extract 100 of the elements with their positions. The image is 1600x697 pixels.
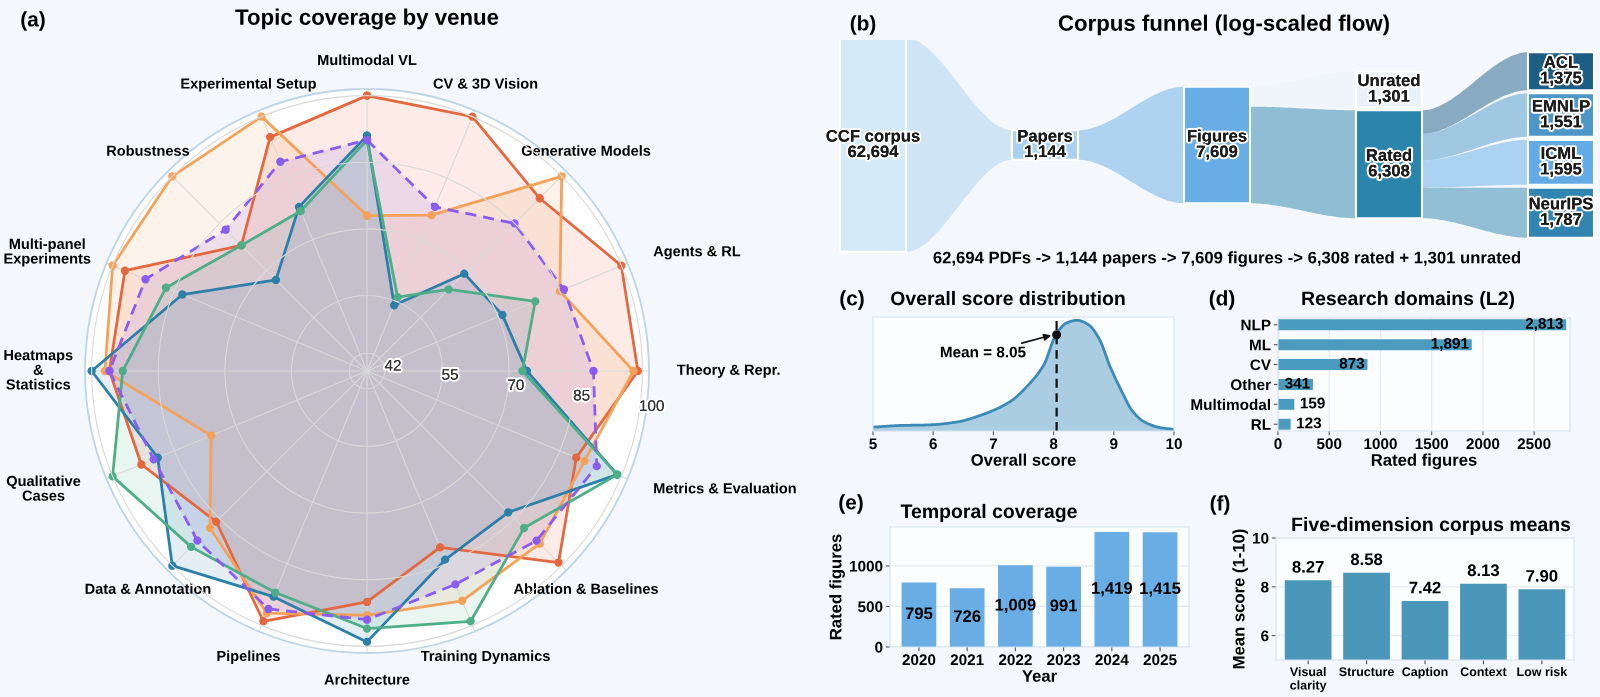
spoke-label: Ablation & Baselines — [513, 583, 658, 594]
spoke-label: Generative Models — [521, 145, 651, 156]
y-tick-label: ML — [1250, 339, 1271, 351]
x-tick-label: 0 — [1274, 438, 1282, 450]
y-tick-label: CV — [1250, 359, 1271, 371]
text: (f) — [1210, 495, 1230, 515]
spoke-label: Metrics & Evaluation — [654, 482, 796, 494]
y-axis-title: Mean score (1-10) — [1232, 529, 1248, 669]
data-label: 1,551 — [1541, 115, 1582, 130]
y-tick-label: 42 — [384, 359, 401, 371]
category-label: ICML — [1541, 147, 1581, 159]
y-tick-label: Other — [1230, 378, 1271, 391]
chart-title: Overall score distribution — [891, 290, 1125, 306]
chart-title: Five-dimension corpus means — [1292, 516, 1571, 536]
y-tick-label: 6 — [1261, 630, 1269, 642]
x-tick-label: 2000 — [1466, 438, 1500, 450]
bar — [901, 582, 937, 647]
x-tick-label: 9 — [1110, 438, 1118, 450]
x-tick-label: 1000 — [1364, 438, 1397, 450]
spoke-label: Architecture — [324, 673, 410, 685]
y-tick-label: 0 — [875, 641, 883, 653]
x-tick-label: 5 — [869, 438, 877, 450]
x-tick-label: Structure — [1339, 667, 1394, 677]
x-tick-label: 10 — [1166, 438, 1182, 450]
y-tick-label: 500 — [858, 601, 883, 613]
y-tick-label: 10 — [1253, 532, 1269, 544]
y-tick-label: 70 — [508, 379, 524, 391]
data-label: 1,144 — [1025, 145, 1066, 160]
data-label: 873 — [1339, 357, 1365, 369]
spoke-label: Pipelines — [217, 650, 280, 664]
text: (c) — [840, 290, 864, 310]
category-label: Figures — [1188, 129, 1247, 146]
category-label: Rated — [1366, 148, 1412, 161]
bar — [1094, 531, 1130, 647]
x-tick-label: Low risk — [1517, 666, 1568, 677]
x-tick-label: 6 — [929, 438, 937, 450]
x-axis-title: Year — [1022, 670, 1057, 682]
data-label: 1,009 — [995, 598, 1036, 613]
y-tick-label: 1000 — [850, 560, 883, 572]
category-label: CCF corpus — [826, 129, 920, 145]
x-tick-label: 2021 — [950, 654, 984, 666]
y-tick-label: Multimodal — [1191, 398, 1270, 411]
category-label: ACL — [1544, 56, 1578, 68]
y-tick-label: RL — [1251, 419, 1271, 430]
x-tick-label: 8 — [1049, 438, 1058, 450]
bar — [1046, 566, 1081, 647]
data-label: 6,308 — [1368, 164, 1410, 179]
x-tick-label: Context — [1460, 667, 1507, 677]
x-tick-label: 500 — [1316, 438, 1342, 450]
category-label: Papers — [1018, 130, 1073, 145]
data-label: 1,891 — [1431, 337, 1469, 351]
spoke-label: CV & 3D Vision — [433, 78, 538, 89]
spoke-label: Heatmaps & Statistics — [4, 350, 73, 390]
category-label: EMNLP — [1532, 100, 1590, 112]
data-label: 8.27 — [1292, 560, 1324, 573]
bar — [1278, 319, 1567, 331]
text: Corpus funnel (log-scaled flow) — [1058, 14, 1389, 36]
data-label: 1,375 — [1541, 71, 1582, 86]
data-label: 123 — [1297, 417, 1322, 429]
ref-line-label: Mean = 8.05 — [940, 346, 1026, 358]
data-label: 8.58 — [1350, 553, 1383, 566]
text: (e) — [839, 494, 863, 514]
data-label: 1,787 — [1541, 213, 1582, 228]
bar — [1278, 418, 1291, 430]
text: (b) — [850, 15, 876, 35]
bar — [1278, 339, 1472, 351]
spoke-label: Theory & Repr. — [676, 364, 780, 378]
y-tick-label: 55 — [442, 369, 458, 380]
chart-title: Topic coverage by venue — [235, 8, 499, 30]
spoke-label: Multi-panel Experiments — [4, 238, 91, 267]
data-label: 1,301 — [1369, 89, 1410, 105]
x-tick-label: Visual clarity — [1289, 666, 1327, 693]
chart-title: Temporal coverage — [900, 503, 1077, 523]
spoke-label: Robustness — [107, 145, 190, 156]
bar — [1278, 398, 1295, 410]
text: 62,694 PDFs -> 1,144 papers -> 7,609 figures -> 6,308 rated + 1,301 unrated — [933, 251, 1521, 267]
x-tick-label: 2020 — [902, 654, 936, 666]
data-label: 7.42 — [1409, 581, 1441, 594]
spoke-label: Multimodal VL — [318, 54, 417, 66]
spoke-label: Agents & RL — [653, 246, 741, 260]
data-label: 7,609 — [1196, 145, 1238, 160]
x-tick-label: 7 — [989, 438, 997, 450]
data-label: 8.13 — [1467, 564, 1500, 577]
data-label: 726 — [953, 610, 981, 623]
data-label: 62,694 — [848, 145, 899, 160]
x-tick-label: 2024 — [1095, 654, 1129, 666]
x-axis-title: Overall score — [971, 453, 1076, 466]
x-tick-label: 2025 — [1143, 654, 1177, 666]
text: (d) — [1209, 290, 1235, 310]
spoke-label: Qualitative Cases — [6, 475, 81, 501]
data-label: 7.90 — [1526, 569, 1558, 582]
text: (a) — [21, 11, 45, 31]
data-label: 341 — [1285, 377, 1310, 389]
y-tick-label: 85 — [573, 389, 590, 401]
y-tick-label: 100 — [640, 400, 664, 412]
spoke-label: Training Dynamics — [420, 650, 550, 665]
x-tick-label: 2022 — [998, 654, 1032, 666]
spoke-label: Experimental Setup — [181, 78, 316, 92]
data-label: 2,813 — [1525, 318, 1563, 332]
x-tick-label: Caption — [1402, 666, 1448, 679]
